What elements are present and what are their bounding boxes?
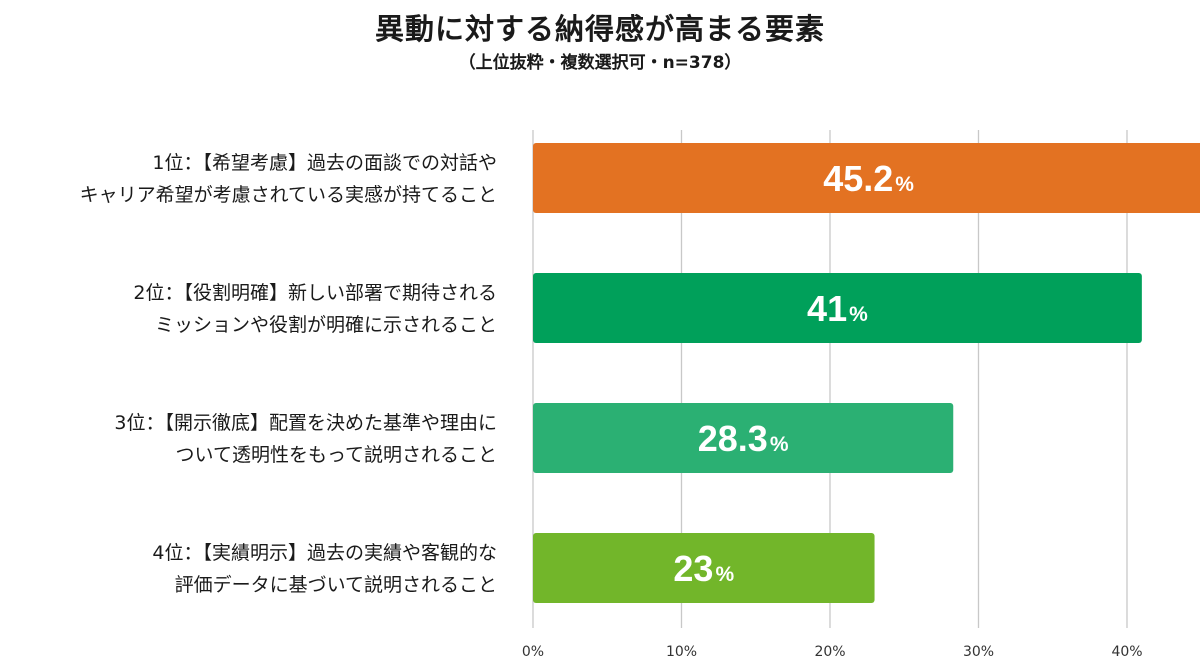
category-label-1-line-2: キャリア希望が考慮されている実感が持てること <box>80 184 497 206</box>
value-number-1: 45.2 <box>823 158 893 199</box>
category-label-1-line-1: 1位：【希望考慮】過去の面談での対話や <box>152 152 497 174</box>
x-tick-label-30: 30% <box>963 644 994 660</box>
category-label-4-line-1: 4位：【実績明示】過去の実績や客観的な <box>152 542 497 564</box>
chart-title: 異動に対する納得感が高まる要素 <box>374 12 825 46</box>
value-unit-2: % <box>849 303 868 326</box>
value-unit-1: % <box>895 173 914 196</box>
value-label-4: 23% <box>673 548 734 589</box>
bar-3 <box>533 403 954 473</box>
value-unit-3: % <box>770 433 789 456</box>
bar-1 <box>533 143 1200 213</box>
category-label-3-line-2: ついて透明性をもって説明されること <box>176 444 497 466</box>
x-tick-label-20: 20% <box>814 644 845 660</box>
category-label-3-line-1: 3位：【開示徹底】配置を決めた基準や理由に <box>114 412 497 434</box>
x-tick-label-10: 10% <box>666 644 697 660</box>
value-number-4: 23 <box>673 548 713 589</box>
chart-subtitle: （上位抜粋・複数選択可・n=378） <box>458 53 742 73</box>
value-number-3: 28.3 <box>698 418 768 459</box>
value-label-1: 45.2% <box>823 158 914 199</box>
x-tick-label-40: 40% <box>1111 644 1142 660</box>
value-label-2: 41% <box>807 288 868 329</box>
value-number-2: 41 <box>807 288 847 329</box>
value-label-3: 28.3% <box>698 418 789 459</box>
x-tick-label-0: 0% <box>522 644 544 660</box>
bar-4 <box>533 533 875 603</box>
value-unit-4: % <box>715 563 734 586</box>
category-label-4-line-2: 評価データに基づいて説明されること <box>175 574 497 596</box>
category-label-2-line-1: 2位：【役割明確】新しい部署で期待される <box>133 282 497 304</box>
category-label-2-line-2: ミッションや役割が明確に示されること <box>155 314 497 336</box>
bar-2 <box>533 273 1142 343</box>
